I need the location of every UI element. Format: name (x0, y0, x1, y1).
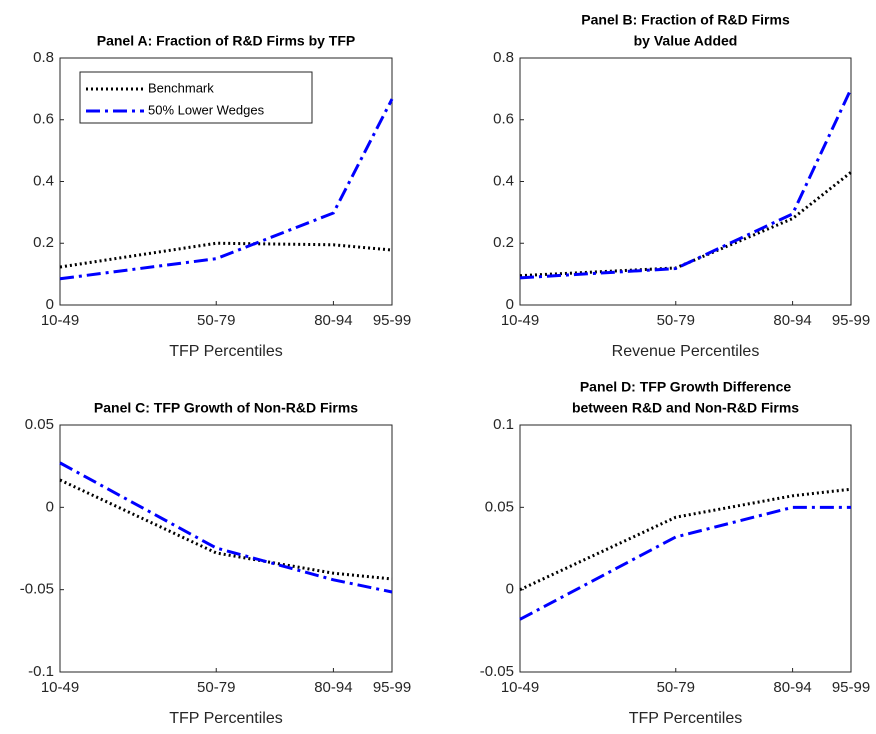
x-tick-label: 95-99 (832, 679, 870, 696)
x-axis-label: TFP Percentiles (169, 343, 283, 360)
legend-label: Benchmark (148, 80, 214, 95)
series-line (519, 487, 852, 592)
x-tick-label: 50-79 (657, 312, 695, 329)
series-line (59, 478, 393, 581)
y-tick-label: -0.05 (20, 581, 54, 598)
x-tick-label: 95-99 (832, 312, 870, 329)
y-tick-label: -0.05 (480, 663, 514, 680)
x-tick-label: 50-79 (657, 679, 695, 696)
y-tick-label: 0.8 (493, 49, 514, 66)
chart-title: Panel D: TFP Growth Difference (580, 379, 792, 395)
x-axis-label: TFP Percentiles (169, 710, 283, 727)
series-line (519, 88, 853, 280)
y-tick-label: 0.05 (25, 416, 54, 433)
series-line (59, 98, 394, 281)
x-tick-label: 80-94 (773, 312, 811, 329)
y-tick-label: 0.1 (493, 416, 514, 433)
chart-title: Panel B: Fraction of R&D Firms (581, 12, 790, 28)
legend-box (79, 71, 313, 124)
plot-area (519, 57, 852, 306)
series-line (59, 241, 393, 269)
y-tick-label: 0.4 (33, 172, 54, 189)
plot-area (59, 424, 393, 673)
chart-title: by Value Added (634, 33, 738, 49)
plot-area (519, 424, 852, 673)
x-tick-label: 10-49 (41, 312, 79, 329)
x-tick-label: 95-99 (373, 312, 411, 329)
y-tick-label: 0.2 (493, 234, 514, 251)
chart-title: Panel A: Fraction of R&D Firms by TFP (97, 33, 356, 49)
series-line (59, 461, 393, 594)
x-tick-label: 50-79 (197, 312, 235, 329)
x-axis-label: TFP Percentiles (629, 710, 743, 727)
y-tick-label: 0.2 (33, 234, 54, 251)
y-tick-label: 0 (506, 296, 514, 313)
series-line (519, 171, 852, 278)
chart-title: between R&D and Non-R&D Firms (572, 400, 799, 416)
x-tick-label: 50-79 (197, 679, 235, 696)
y-tick-label: 0 (46, 296, 54, 313)
x-tick-label: 95-99 (373, 679, 411, 696)
chart-title: Panel C: TFP Growth of Non-R&D Firms (94, 400, 358, 416)
legend-label: 50% Lower Wedges (148, 102, 265, 117)
x-tick-label: 10-49 (501, 312, 539, 329)
x-tick-label: 80-94 (314, 312, 352, 329)
y-tick-label: 0.6 (493, 111, 514, 128)
y-tick-label: 0 (506, 581, 514, 598)
series-line (519, 505, 851, 621)
y-tick-label: 0.4 (493, 172, 514, 189)
y-tick-label: 0.6 (33, 111, 54, 128)
y-tick-label: -0.1 (28, 663, 54, 680)
x-tick-label: 80-94 (773, 679, 811, 696)
y-tick-label: 0 (46, 498, 54, 515)
y-tick-label: 0.8 (33, 49, 54, 66)
x-tick-label: 10-49 (501, 679, 539, 696)
x-axis-label: Revenue Percentiles (612, 343, 760, 360)
x-tick-label: 10-49 (41, 679, 79, 696)
y-tick-label: 0.05 (485, 498, 514, 515)
x-tick-label: 80-94 (314, 679, 352, 696)
